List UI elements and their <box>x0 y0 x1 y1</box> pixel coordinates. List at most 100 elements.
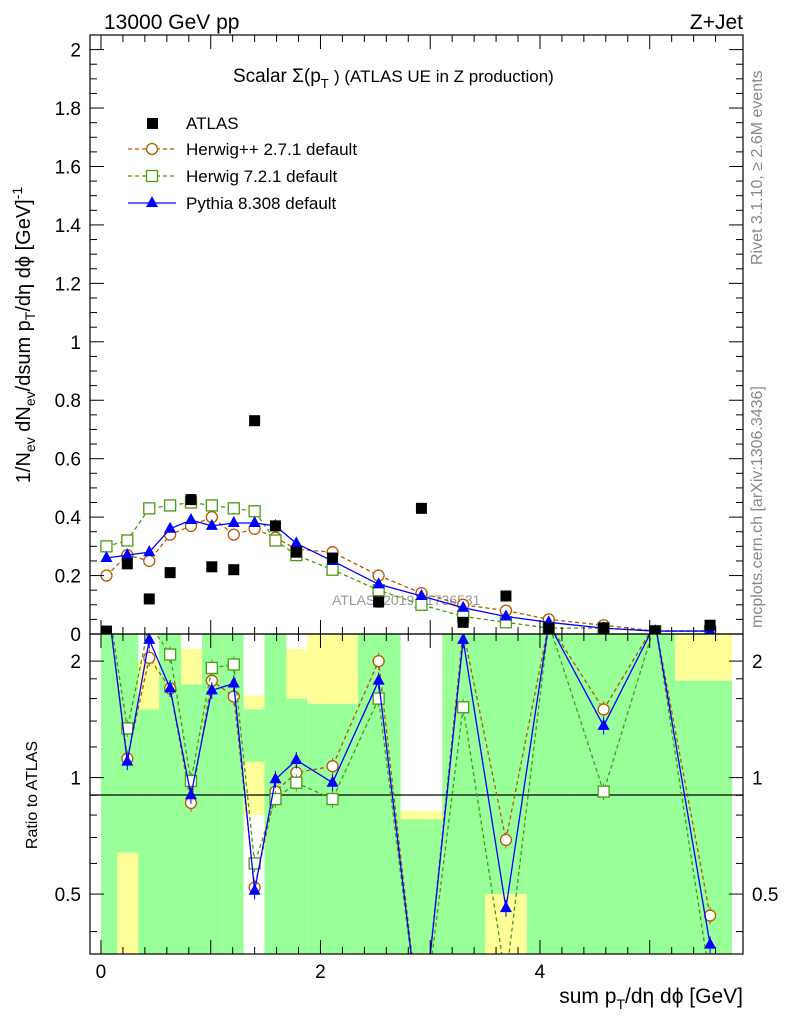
header-right: Z+Jet <box>690 11 743 34</box>
ratio-ytick-label-left: 2 <box>70 652 81 673</box>
ratio-axis-label: Ratio to ATLAS <box>24 741 41 849</box>
main-point-pythia <box>248 515 261 527</box>
x-tick-label: 0 <box>96 962 107 983</box>
ratio-band-green <box>117 634 139 853</box>
ratio-band-green <box>307 703 358 954</box>
main-point-herwig7 <box>143 502 156 515</box>
ratio-band-green <box>400 819 443 954</box>
main-point-herwig7 <box>248 505 261 518</box>
legend-label-herwigpp: Herwig++ 2.7.1 default <box>186 140 357 159</box>
main-point-herwig7 <box>415 598 428 611</box>
main-point-atlas <box>206 561 218 573</box>
main-point-atlas <box>185 494 197 506</box>
x-axis-label: sum pT/dη dϕ [GeV] <box>559 985 743 1012</box>
main-point-atlas <box>649 625 661 634</box>
ratio-band-green <box>526 634 570 954</box>
main-point-pythia <box>164 521 177 533</box>
main-ytick-label: 0.4 <box>55 508 82 529</box>
main-point-atlas <box>500 590 512 602</box>
ratio-ytick-label-right: 0.5 <box>752 885 778 906</box>
legend-marker-pythia <box>146 196 158 207</box>
legend-marker-atlas <box>147 118 158 129</box>
watermark: ATLAS_2019_I1736531 <box>332 592 481 608</box>
legend-entry-atlas: ATLAS <box>147 114 239 133</box>
main-point-atlas <box>249 415 261 427</box>
legend-marker-herwigpp <box>145 142 159 156</box>
ratio-point-herwig7 <box>597 785 610 798</box>
main-point-atlas <box>121 558 133 570</box>
main-point-pythia <box>184 513 197 525</box>
ratio-point-pythia <box>372 673 385 685</box>
main-point-herwigpp <box>143 554 156 568</box>
main-ytick-label: 0.8 <box>55 391 81 412</box>
main-panel: ATLAS_2019_I1736531 0 0.2 0.4 0.6 0.8 1 1.2 1.4… <box>9 34 744 646</box>
main-point-atlas <box>457 616 469 628</box>
main-line-herwigpp <box>106 516 711 632</box>
ratio-point-pythia <box>205 683 218 695</box>
main-point-herwig7 <box>227 502 240 515</box>
main-ytick-label: 0.6 <box>55 450 81 471</box>
main-curves <box>100 496 717 634</box>
ratio-ytick-label-right: 2 <box>752 652 763 673</box>
x-tick-label: 2 <box>315 962 326 983</box>
legend: ATLAS Herwig++ 2.7.1 default Herwig 7.2.… <box>128 114 357 213</box>
ratio-point-pythia <box>143 634 156 644</box>
main-point-pythia <box>100 551 113 563</box>
legend-marker-herwig7 <box>145 169 159 183</box>
y-axis-label: 1/Nev dNev/dsum pT/dη dϕ [GeV]-1 <box>9 187 38 484</box>
main-point-atlas <box>415 502 427 514</box>
main-ytick-label: 0 <box>70 625 81 646</box>
ratio-point-herwig7 <box>326 792 339 806</box>
main-point-atlas <box>100 625 112 634</box>
main-point-herwigpp <box>227 528 240 541</box>
main-point-herwig7 <box>205 499 218 512</box>
ratio-band-green <box>243 709 265 762</box>
main-line-pythia <box>106 519 711 632</box>
legend-entry-pythia: Pythia 8.308 default <box>128 194 337 213</box>
chart-title: Scalar Σ(pT ) (ATLAS UE in Z production) <box>233 66 554 91</box>
main-point-pythia <box>290 536 303 548</box>
main-ytick-label: 0.2 <box>55 567 81 588</box>
ratio-band-green <box>485 634 527 895</box>
legend-entry-herwigpp: Herwig++ 2.7.1 default <box>128 140 357 159</box>
main-point-pythia <box>121 548 134 560</box>
ratio-band-green <box>181 684 202 954</box>
main-point-herwig7 <box>121 534 134 547</box>
ratio-ytick-label-left: 0.5 <box>55 885 81 906</box>
ratio-point-herwigpp <box>372 654 385 668</box>
main-point-atlas <box>598 622 610 634</box>
ratio-ytick-label-left: 1 <box>70 769 81 790</box>
main-point-herwig7 <box>100 540 113 553</box>
ratio-ytick-label-right: 1 <box>752 769 763 790</box>
ratio-point-pythia <box>227 676 240 688</box>
ratio-point-pythia <box>457 634 470 644</box>
main-point-atlas <box>290 546 302 558</box>
ratio-point-herwig7 <box>163 648 177 661</box>
ratio-point-herwigpp <box>597 703 610 716</box>
ratio-point-herwig7 <box>290 776 303 789</box>
main-point-atlas <box>143 593 155 605</box>
header-left: 13000 GeV pp <box>104 11 239 34</box>
main-point-herwig7 <box>269 534 282 547</box>
ratio-point-pythia <box>326 775 339 787</box>
main-point-pythia <box>499 609 512 621</box>
main-point-pythia <box>372 577 385 589</box>
main-point-herwig7 <box>326 563 339 576</box>
main-point-herwig7 <box>163 499 177 512</box>
main-point-pythia <box>143 545 156 557</box>
main-point-atlas <box>228 564 240 576</box>
ratio-point-pythia <box>121 754 134 766</box>
ratio-band-green <box>100 634 118 954</box>
atlas-points <box>100 415 716 634</box>
main-frame <box>89 34 744 635</box>
legend-label-herwig7: Herwig 7.2.1 default <box>186 167 337 186</box>
ratio-point-pythia <box>269 772 282 784</box>
ratio-point-herwig7 <box>456 701 470 714</box>
ratio-band-green <box>674 680 733 954</box>
ratio-curves <box>110 634 717 954</box>
side-label-top: Rivet 3.1.10, ≥ 2.6M events <box>749 70 766 265</box>
ratio-point-herwig7 <box>184 774 198 788</box>
ratio-uncertainty-bands <box>100 634 733 954</box>
ratio-point-herwig7 <box>205 661 218 675</box>
main-point-atlas <box>164 567 176 579</box>
